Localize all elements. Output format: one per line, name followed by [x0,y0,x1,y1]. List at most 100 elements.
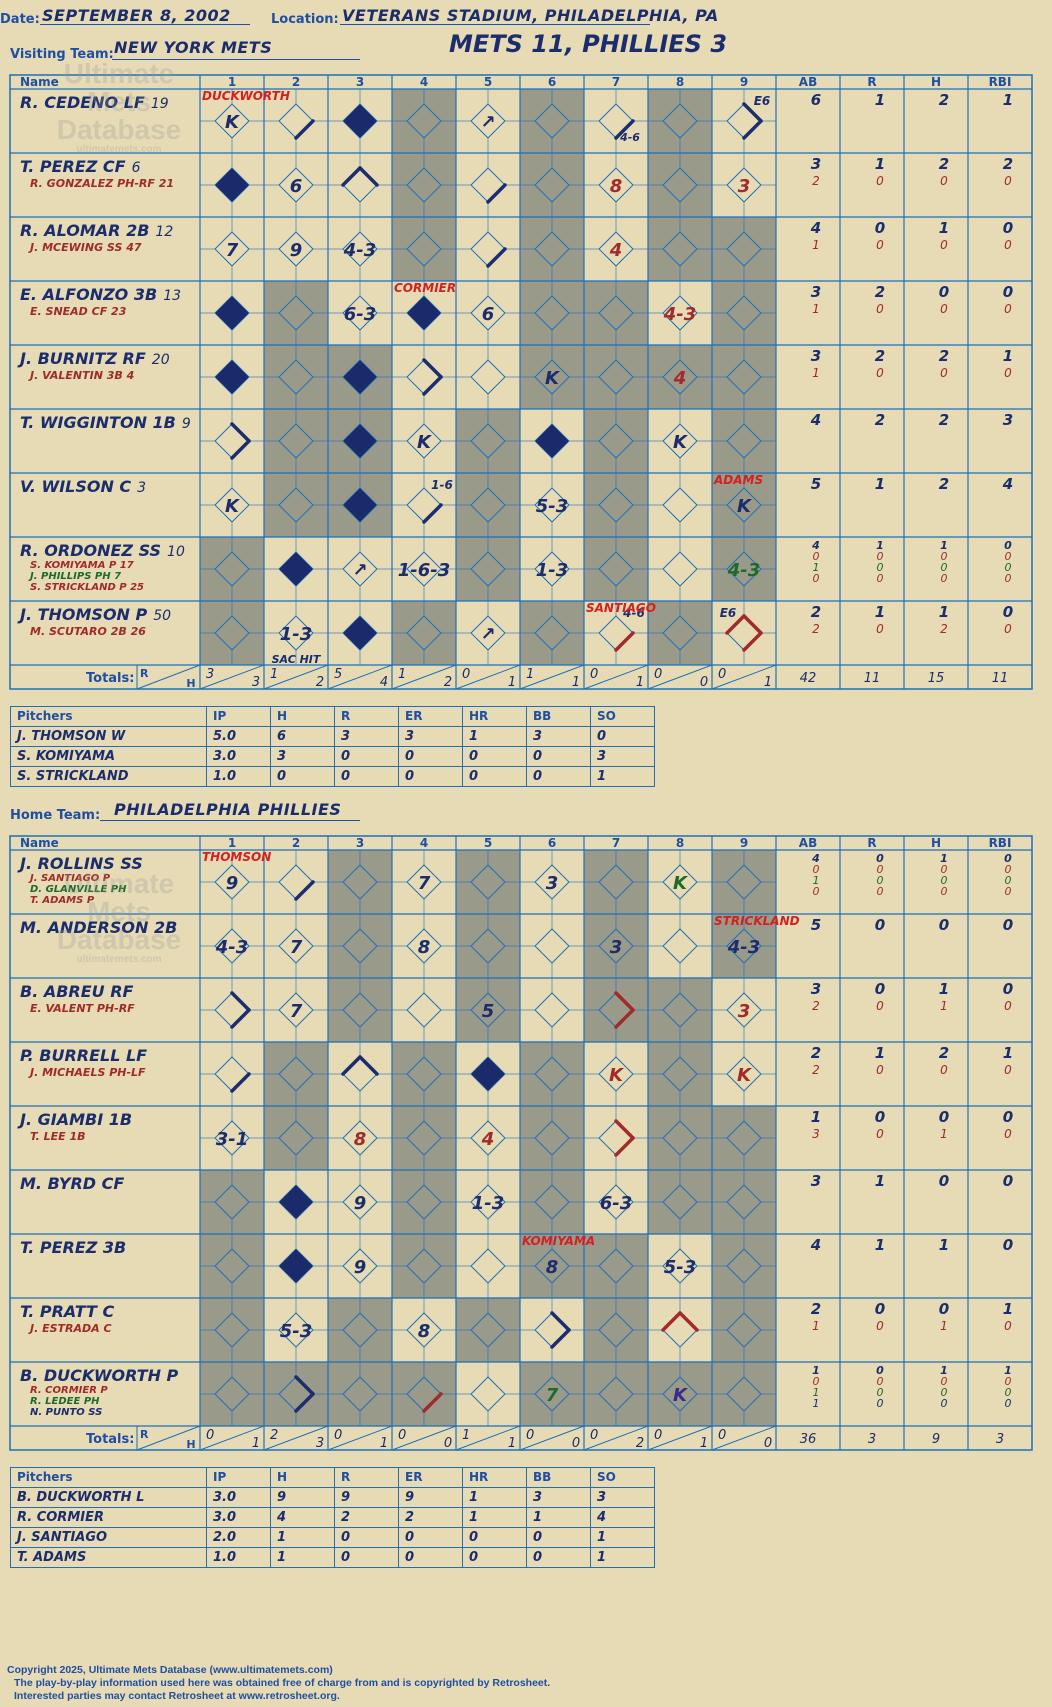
pitching-cell: 1 [462,1488,526,1507]
visitors-inning-header: 3 [356,75,364,89]
visitors-stat-header: R [867,75,876,89]
home-stat-value: 0 [1005,1375,1012,1388]
visitors-run-scored-diamond [407,296,441,330]
home-pitching-change-label: KOMIYAMA [522,1234,595,1248]
visitors-inning-runs: 1 [526,667,534,682]
home-inning-header: 4 [420,836,428,850]
pitching-header-cell: Pitchers [17,1470,73,1484]
visitors-player-name: T. WIGGINTON 1B [20,413,176,432]
visitors-total-stat: 11 [864,671,881,686]
pitching-header-cell: BB [526,707,590,726]
pitching-cell: 2 [398,1508,462,1527]
pitching-cell: 1 [590,1528,654,1547]
visitors-substitute-name: J. VALENTIN 3B 4 [28,369,134,382]
home-stat-value: 1 [812,1319,820,1333]
visitors-totals-r-label: R [140,667,149,680]
home-inning-header: 3 [356,836,364,850]
home-stat-value: 0 [1003,1108,1013,1126]
visitors-play-result: 4-3 [727,560,761,581]
visitors-basepath-mark [614,119,635,140]
home-stat-value: 0 [875,1108,885,1126]
visitors-basepath-mark [486,247,507,268]
home-stat-value: 1 [1004,1364,1012,1377]
visitors-play-result: 1-3 [280,624,313,645]
pitching-cell: T. ADAMS [17,1550,87,1565]
visitors-slash-rule [391,664,457,690]
home-slash-rule [391,1425,457,1451]
home-stat-value: 0 [1005,874,1012,887]
home-inning-hits: 1 [508,1436,516,1451]
home-stat-value: 0 [941,874,948,887]
visitors-stat-value: 0 [876,238,884,252]
visitors-play-result: 9 [290,240,303,261]
visitors-player-name: V. WILSON C [20,477,131,496]
visitors-stat-value: 2 [940,622,948,636]
home-stat-value: 3 [812,1127,820,1141]
home-col-name-header: Name [20,836,59,850]
home-stat-value: 2 [939,1044,949,1062]
pitcher-row: B. DUCKWORTH L 3.0 9 9 9 1 3 3 [11,1487,654,1507]
home-inning-header: 1 [228,836,236,850]
visitors-basepath-mark [614,631,635,652]
home-play-result: 5-3 [280,1321,313,1342]
home-play-result: K [673,1385,689,1406]
visitors-player-name: R. CEDENO LF [20,93,145,112]
home-play-result: 5-3 [664,1257,697,1278]
home-player-name: J. GIAMBI 1B [17,1110,132,1129]
home-team: PHILADELPHIA PHILLIES [114,800,342,819]
visitors-inning-hits: 1 [636,675,644,690]
home-base-diamond [406,992,442,1028]
visitors-stat-value: 0 [940,366,948,380]
visitors-play-result: K [545,368,561,389]
visitors-player-name: R. ORDONEZ SS [20,541,161,560]
home-play-result: 8 [546,1257,559,1278]
home-stat-value: 0 [1004,1127,1012,1141]
visitors-stat-value: 1 [875,91,885,109]
home-stat-value: 0 [876,1063,884,1077]
home-player-name: M. BYRD CF [20,1174,124,1193]
visitors-run-scored-diamond [535,424,569,458]
home-totals-r-label: R [140,1428,149,1441]
visitors-run-scored-diamond [343,424,377,458]
home-inning-hits: 1 [252,1436,260,1451]
visitors-play-result: 6 [482,304,495,325]
home-basepath-mark [614,1008,635,1029]
home-total-stat: 3 [868,1432,876,1447]
visitors-substitute-name: E. SNEAD CF 23 [30,305,127,318]
visitors-total-stat: 42 [800,671,817,686]
home-inning-header: 6 [548,836,556,850]
visitors-base-diamond [278,103,314,139]
home-basepath-mark [614,991,635,1012]
visitors-stat-value: 0 [876,302,884,316]
visitors-play-result: 1-6-3 [398,560,451,581]
visitors-play-result: K [225,112,241,133]
visitors-slash-rule [647,664,713,690]
visitors-slash-rule [583,664,649,690]
home-run-scored-diamond [279,1249,313,1283]
visiting-team-label: Visiting Team: [10,47,114,62]
home-inning-hits: 0 [572,1436,580,1451]
pitching-header-cell: SO [590,707,654,726]
visitors-base-diamond [214,423,250,459]
visitors-stat-value: 1 [812,302,820,316]
home-run-scored-diamond [279,1185,313,1219]
home-substitute-name: J. SANTIAGO P [28,873,111,884]
home-stat-value: 0 [877,885,884,898]
visitors-run-scored-diamond [279,552,313,586]
visitors-stat-value: 5 [811,475,821,493]
visitors-run-scored-diamond [215,360,249,394]
retrosheet-notice: The play-by-play information used here w… [14,1677,551,1689]
visitors-base-diamond [726,103,762,139]
home-stat-value: 0 [813,885,820,898]
home-stat-value: 0 [875,1300,885,1318]
pitching-cell: 0 [334,747,398,766]
pitching-header-cell: ER [398,1468,462,1487]
visitors-stat-value: 0 [1004,238,1012,252]
pitching-cell: 3 [526,727,590,746]
home-inning-hits: 0 [764,1436,772,1451]
home-substitute-name: E. VALENT PH-RF [30,1002,135,1015]
visitors-inning-header: 7 [612,75,620,89]
home-stat-header: AB [799,836,817,850]
visitors-play-result: 4-6 [619,131,640,144]
visitors-run-scored-diamond [215,168,249,202]
